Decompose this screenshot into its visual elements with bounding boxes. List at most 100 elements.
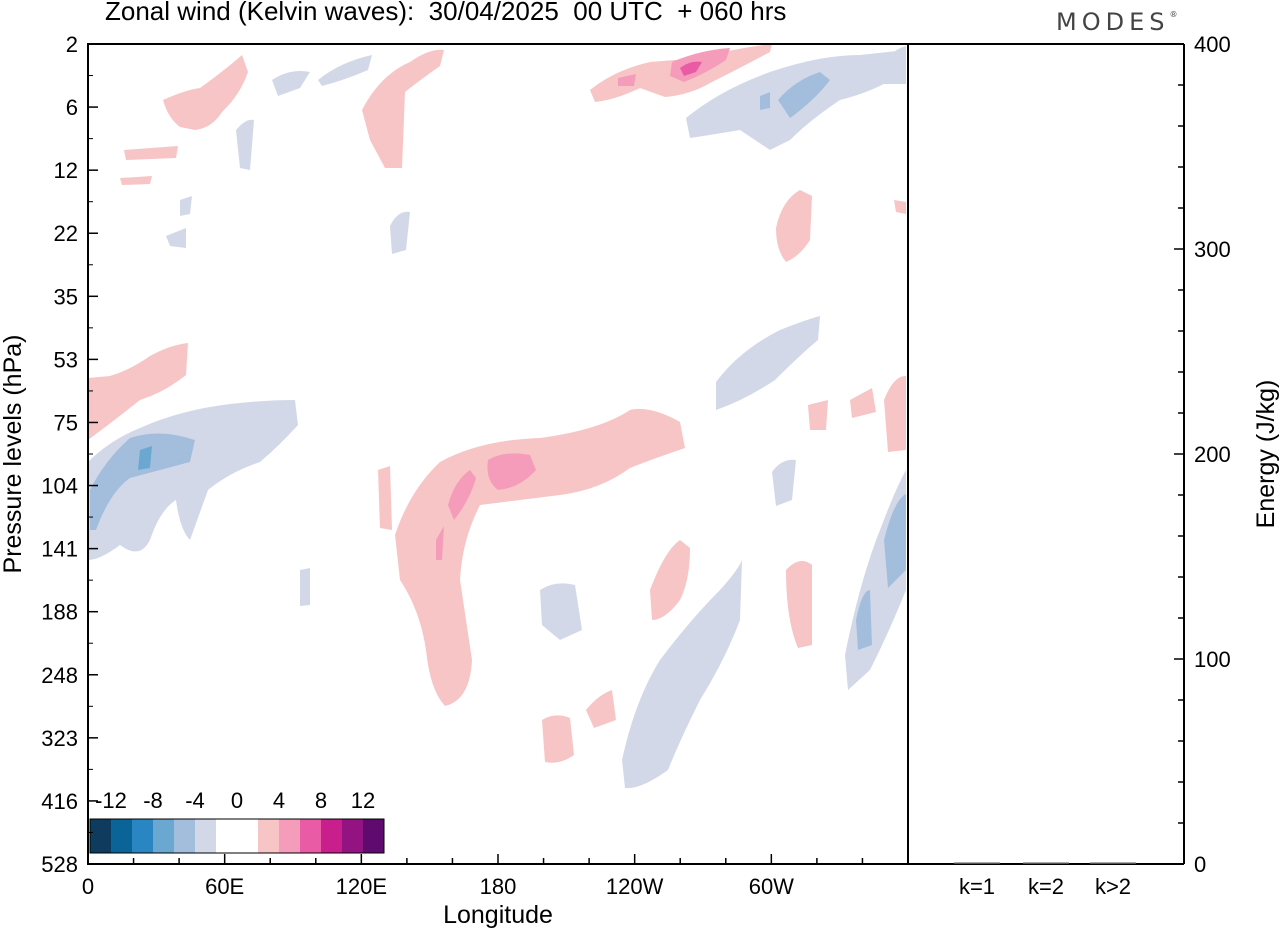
contour-positive (88, 343, 188, 440)
y-tick-label: 35 (54, 284, 78, 309)
colorbar-label: 0 (231, 788, 243, 813)
x-tick-label: 60E (205, 874, 244, 899)
energy-category-label: k=1 (959, 874, 995, 899)
contour-negative (166, 228, 186, 248)
x-tick-label: 0 (82, 874, 94, 899)
energy-category-label: k=2 (1028, 874, 1064, 899)
contour-positive-2 (448, 470, 476, 520)
energy-tick-label: 300 (1194, 237, 1231, 262)
contour-negative (845, 470, 906, 690)
contour-negative-3 (138, 446, 152, 470)
contour-positive (163, 55, 248, 130)
x-tick-label: 120W (606, 874, 664, 899)
energy-category-label: k>2 (1095, 874, 1131, 899)
colorbar-swatch (132, 819, 153, 853)
y-axis-label: Pressure levels (hPa) (0, 335, 27, 574)
y-tick-label: 104 (41, 474, 78, 499)
colorbar-swatch (195, 819, 216, 853)
contour-negative-2 (90, 433, 195, 530)
contour-negative (180, 196, 192, 216)
y-tick-label: 248 (41, 663, 78, 688)
x-axis-label: Longitude (443, 901, 553, 929)
contour-positive-2 (436, 526, 444, 560)
energy-tick-label: 0 (1194, 852, 1206, 877)
contour-negative-2 (778, 72, 830, 118)
y-tick-label: 416 (41, 789, 78, 814)
colorbar-label: -12 (95, 788, 127, 813)
colorbar-label: 4 (273, 788, 285, 813)
contour-positive (808, 400, 828, 430)
x-tick-label: 180 (480, 874, 517, 899)
y-tick-label: 12 (54, 158, 78, 183)
colorbar-label: -4 (185, 788, 205, 813)
colorbar-swatch (363, 819, 384, 853)
wind-contours (88, 44, 906, 789)
contour-positive (362, 49, 444, 168)
colorbar-label: -8 (143, 788, 163, 813)
x-tick-label: 60W (749, 874, 794, 899)
colorbar-label: 8 (315, 788, 327, 813)
colorbar-swatch (258, 819, 279, 853)
colorbar-swatch (300, 819, 321, 853)
energy-tick-label: 100 (1194, 647, 1231, 672)
contour-positive (124, 146, 178, 160)
contour-negative (772, 459, 796, 506)
y-tick-label: 75 (54, 410, 78, 435)
energy-axis-label: Energy (J/kg) (1252, 380, 1280, 529)
x-tick-label: 120E (336, 874, 387, 899)
contour-negative (236, 119, 254, 170)
y-tick-label: 2 (66, 32, 78, 57)
contour-positive-2 (487, 453, 536, 490)
energy-tick-label: 200 (1194, 442, 1231, 467)
contour-positive-2 (618, 74, 636, 86)
contour-negative (300, 568, 310, 606)
energy-tick-label: 400 (1194, 32, 1231, 57)
brand-logo: MODES® (1056, 8, 1177, 36)
contour-positive (650, 540, 690, 620)
contour-negative (622, 560, 742, 789)
y-tick-label: 6 (66, 95, 78, 120)
y-tick-label: 141 (41, 537, 78, 562)
y-tick-label: 323 (41, 726, 78, 751)
contour-positive (894, 200, 906, 214)
colorbar-swatch (216, 819, 237, 853)
brand-name: MODES (1056, 8, 1170, 36)
colorbar-swatch (321, 819, 342, 853)
colorbar-outline (89, 818, 385, 854)
contour-negative-2 (884, 494, 906, 588)
contour-positive (786, 561, 812, 648)
contour-positive (378, 466, 392, 530)
contour-negative (390, 211, 410, 254)
colorbar-swatch (279, 819, 300, 853)
energy-bars: k=1 k=2 k>2 (954, 862, 1136, 899)
energy-bar (1023, 862, 1069, 864)
colorbar-swatch (111, 819, 132, 853)
contour-negative (540, 583, 582, 640)
colorbar-swatch (342, 819, 363, 853)
energy-bar (954, 862, 1000, 864)
colorbar-swatch (174, 819, 195, 853)
contour-positive (586, 690, 616, 728)
colorbar-swatch (237, 819, 258, 853)
y-tick-label: 188 (41, 600, 78, 625)
brand-mark: ® (1169, 10, 1178, 19)
contour-positive (542, 715, 574, 763)
contour-negative (272, 71, 310, 96)
contour-positive-3 (680, 61, 702, 76)
contour-positive (776, 190, 812, 262)
colorbar: -12 -8 -4 0 4 8 12 (86, 785, 386, 861)
y-tick-label: 22 (54, 221, 78, 246)
contour-negative-2 (856, 590, 872, 650)
contour-negative-2 (760, 92, 770, 110)
colorbar-swatch (153, 819, 174, 853)
contour-negative (880, 46, 906, 84)
y-tick-label: 528 (41, 852, 78, 877)
contour-positive (850, 388, 876, 418)
y-tick-label: 53 (54, 347, 78, 372)
energy-bar (1090, 862, 1136, 864)
contour-positive (120, 176, 152, 185)
colorbar-label: 12 (351, 788, 375, 813)
contour-negative (716, 316, 820, 410)
